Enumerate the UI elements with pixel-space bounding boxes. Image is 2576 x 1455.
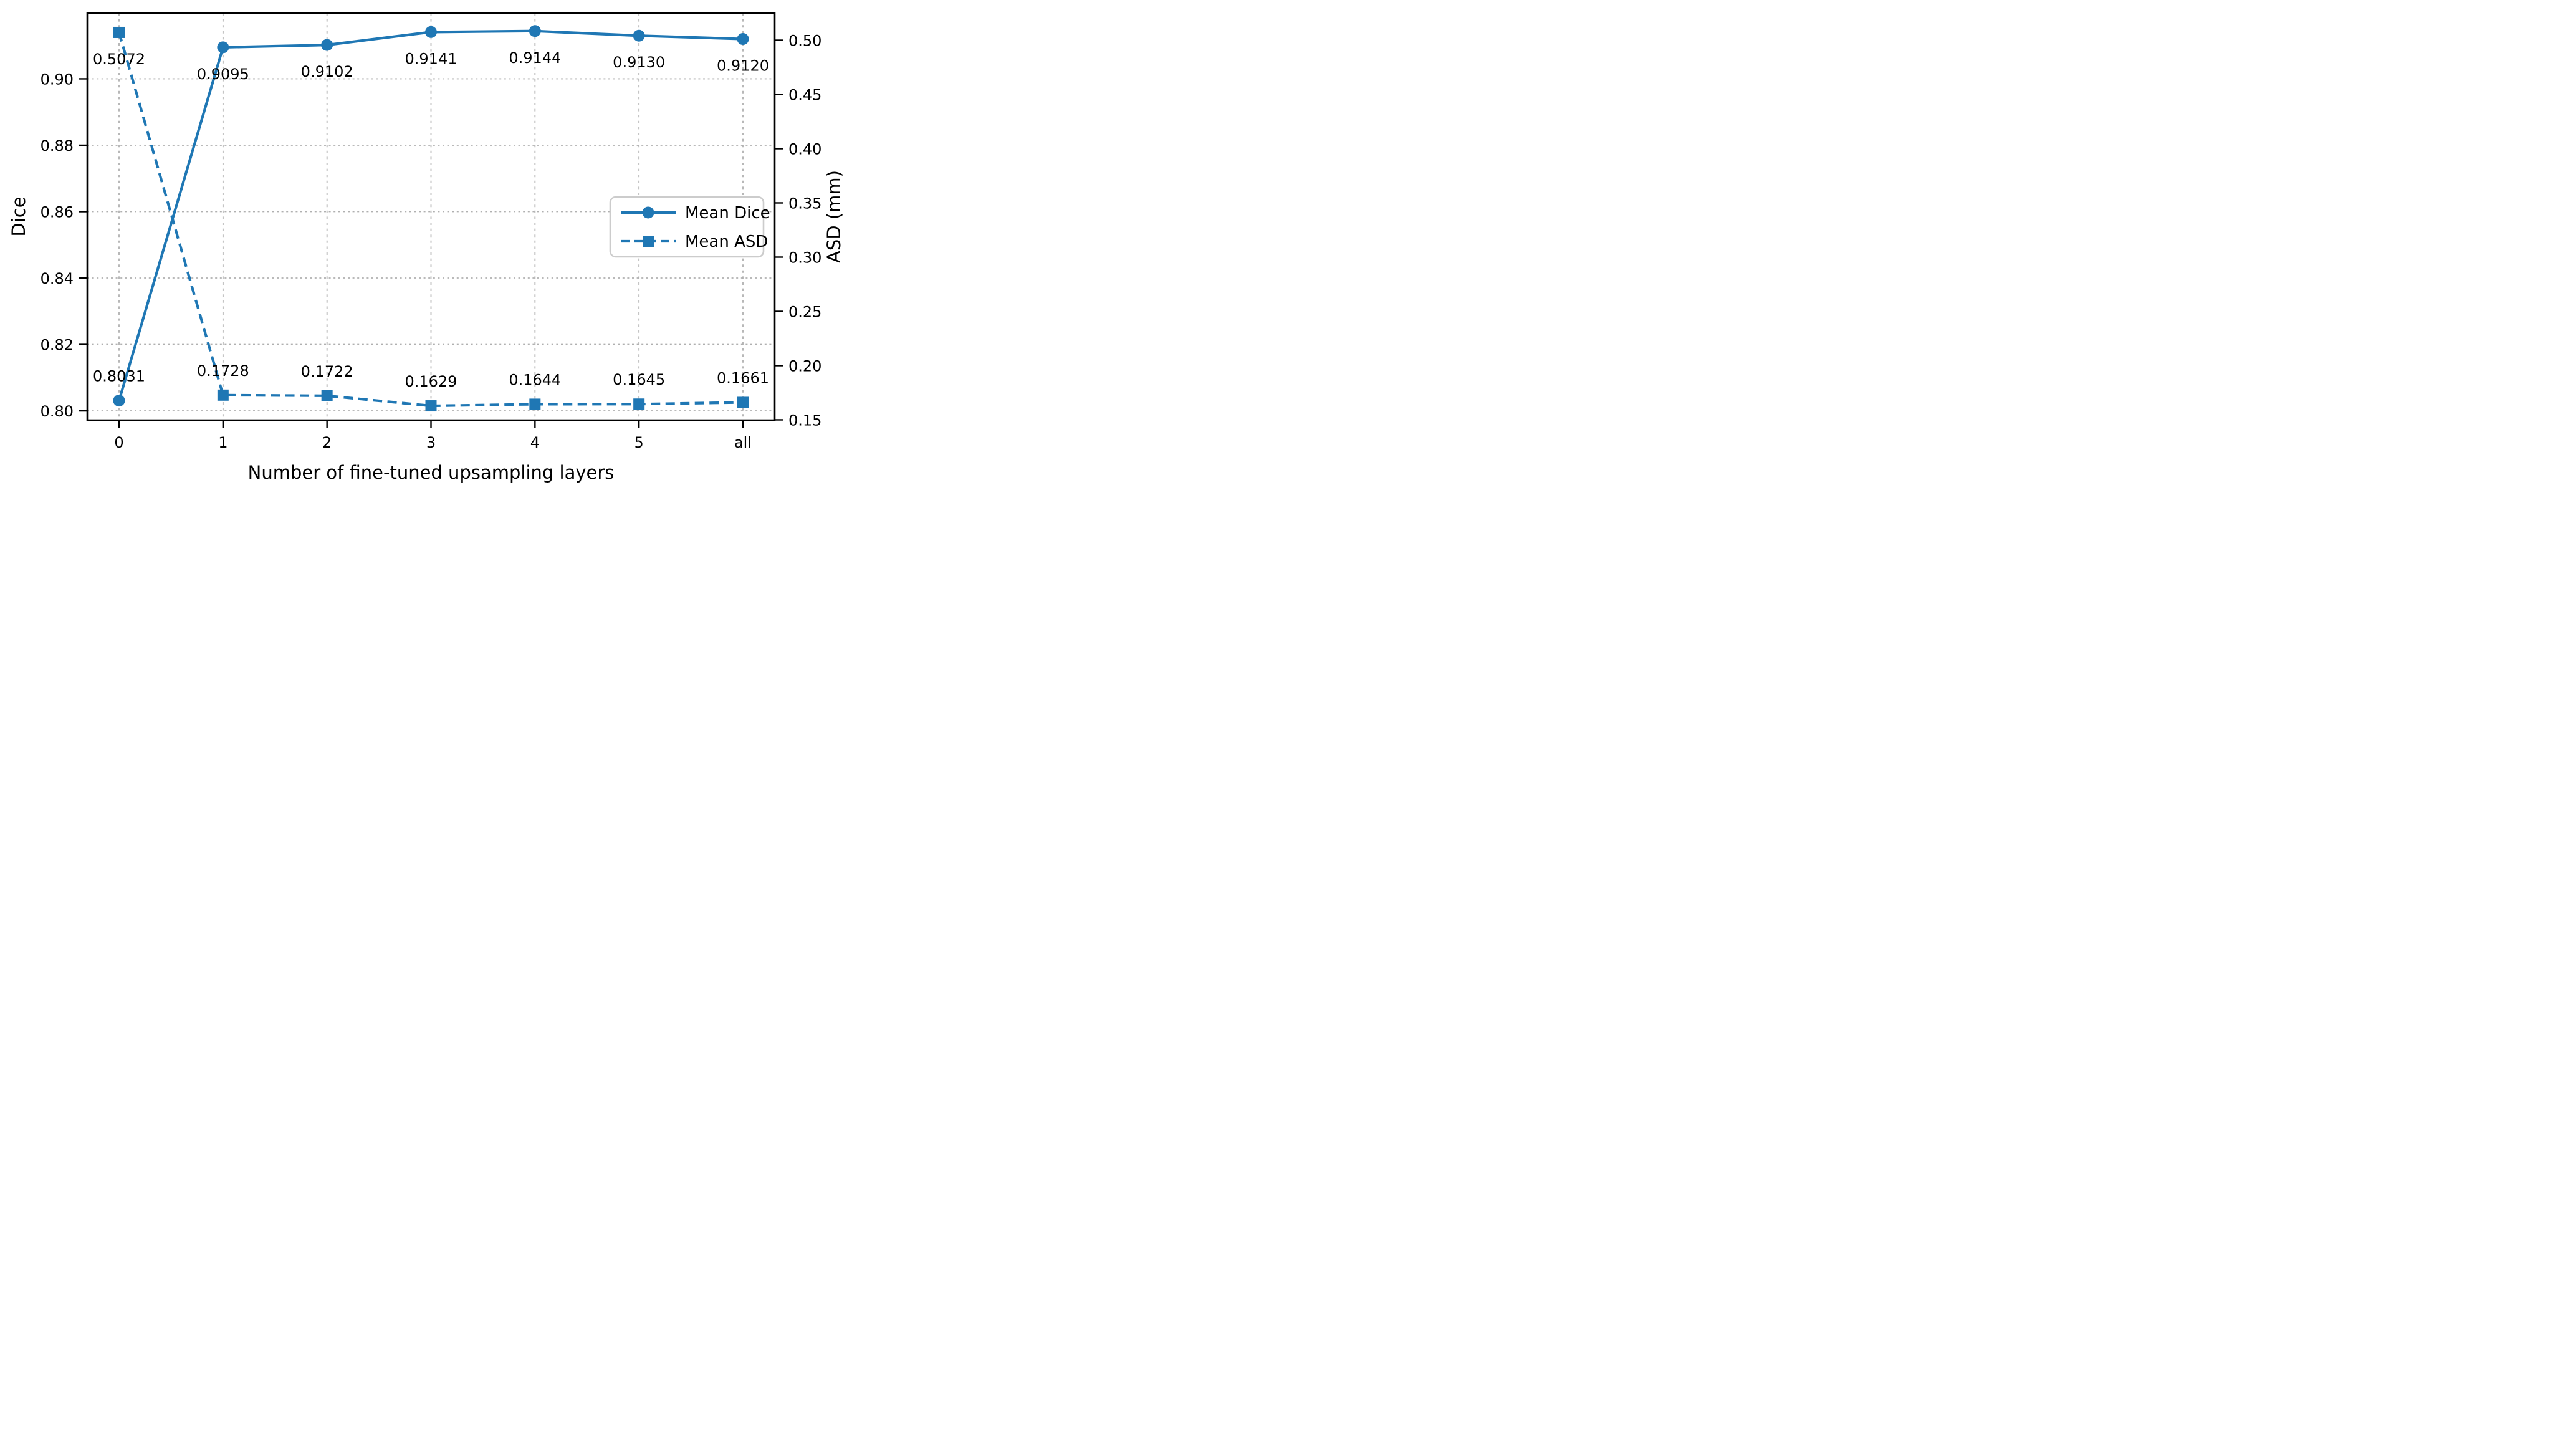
left-tick-label: 0.88 [41, 137, 74, 155]
mean-asd-marker [737, 396, 749, 408]
mean-asd-value-label: 0.1722 [301, 363, 353, 380]
mean-asd-value-label: 0.1629 [405, 373, 457, 390]
mean-asd-marker [113, 26, 125, 38]
legend-entry-label: Mean Dice [685, 204, 770, 223]
right-tick-label: 0.35 [788, 194, 821, 212]
x-tick-label: 3 [426, 434, 436, 451]
right-tick-label: 0.25 [788, 303, 821, 320]
x-tick-label: 4 [530, 434, 540, 451]
mean-dice-marker [321, 39, 333, 51]
x-tick-label: 0 [114, 434, 123, 451]
left-tick-label: 0.80 [41, 403, 74, 420]
mean-dice-value-label: 0.9141 [405, 50, 457, 67]
mean-dice-value-label: 0.9102 [301, 63, 353, 80]
mean-asd-marker [321, 390, 333, 401]
mean-dice-value-label: 0.9120 [717, 57, 769, 75]
legend-entry-mean-dice: Mean Dice [621, 204, 770, 223]
figure: 0 1 2 3 4 5 all 0.80 0.82 0.84 0.86 0.88 0.90 0.15 0.2… [0, 0, 859, 485]
axes-ticks: 0 1 2 3 4 5 all 0.80 0.82 0.84 0.86 0.88 0.90 0.15 0.2… [41, 32, 822, 451]
mean-asd-value-label: 0.1644 [509, 371, 561, 388]
left-tick-label: 0.90 [41, 70, 74, 88]
mean-dice-marker [425, 26, 437, 38]
x-tick-label: 2 [322, 434, 332, 451]
mean-asd-marker [633, 398, 645, 410]
right-axis-label: ASD (mm) [823, 170, 845, 263]
x-tick-label: all [734, 434, 752, 451]
legend: Mean Dice Mean ASD [609, 196, 770, 258]
x-tick-label: 1 [218, 434, 227, 451]
legend-circle-marker-icon [642, 206, 654, 219]
mean-asd-marker [529, 398, 541, 410]
left-tick-label: 0.84 [41, 270, 74, 287]
legend-entry-mean-asd: Mean ASD [621, 233, 768, 251]
legend-square-marker-icon [643, 236, 654, 247]
series-mean-asd: 0.5072 0.1728 0.1722 0.1629 0.1644 0.1645 0.16… [93, 26, 769, 412]
series-mean-dice: 0.8031 0.9095 0.9102 0.9141 0.9144 0.9130 0.91… [93, 25, 769, 407]
mean-asd-value-label: 0.1645 [613, 371, 665, 388]
right-tick-label: 0.45 [788, 86, 821, 103]
right-tick-label: 0.40 [788, 140, 821, 158]
left-axis-label: Dice [8, 196, 29, 236]
mean-asd-value-label: 0.1661 [717, 369, 769, 387]
mean-asd-marker [425, 400, 437, 412]
left-tick-label: 0.82 [41, 337, 74, 354]
mean-dice-value-label: 0.9130 [613, 54, 665, 71]
legend-entry-label: Mean ASD [685, 233, 768, 251]
mean-dice-marker [633, 29, 645, 42]
x-axis-label: Number of fine-tuned upsampling layers [248, 462, 615, 483]
x-tick-label: 5 [634, 434, 644, 451]
right-tick-label: 0.20 [788, 357, 821, 375]
mean-dice-value-label: 0.9144 [509, 49, 561, 67]
mean-dice-marker [113, 395, 125, 407]
mean-asd-value-label: 0.5072 [93, 50, 145, 68]
mean-dice-value-label: 0.8031 [93, 368, 145, 385]
dual-axis-line-chart: 0 1 2 3 4 5 all 0.80 0.82 0.84 0.86 0.88 0.90 0.15 0.2… [8, 12, 845, 483]
right-tick-label: 0.50 [788, 32, 821, 49]
mean-dice-value-label: 0.9095 [197, 65, 249, 83]
mean-asd-marker [217, 389, 229, 401]
mean-dice-marker [529, 25, 541, 37]
right-tick-label: 0.15 [788, 411, 821, 429]
mean-dice-marker [737, 33, 749, 46]
right-tick-label: 0.30 [788, 249, 821, 266]
left-tick-label: 0.86 [41, 204, 74, 221]
mean-asd-value-label: 0.1728 [197, 362, 249, 380]
mean-dice-marker [217, 41, 229, 54]
